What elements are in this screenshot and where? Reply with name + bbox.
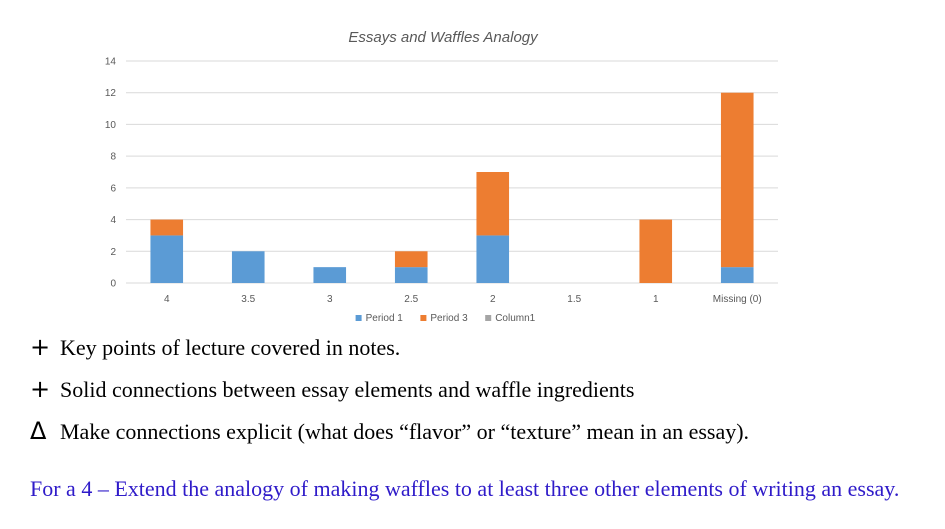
y-tick-label: 8 — [110, 152, 116, 163]
bars — [150, 92, 754, 283]
delta-icon: Δ — [30, 417, 47, 445]
y-tick-label: 12 — [105, 88, 117, 99]
legend-swatch — [485, 315, 492, 321]
chart-title: Essays and Waffles Analogy — [348, 29, 539, 46]
legend-label: Period 1 — [366, 313, 404, 324]
bar-segment-period-1 — [150, 235, 184, 283]
y-axis-ticks: 0 2 4 6 8 10 12 14 — [105, 57, 117, 290]
x-tick-label: 3 — [327, 294, 333, 305]
legend-swatch — [420, 315, 427, 321]
x-tick-label: 1 — [653, 294, 659, 305]
legend-label: Period 3 — [430, 313, 468, 324]
note-text: Make connections explicit (what does “fl… — [60, 419, 750, 444]
y-tick-label: 0 — [110, 279, 116, 290]
bar-segment-period-1 — [313, 267, 347, 283]
legend-label: Column1 — [495, 313, 535, 324]
y-tick-label: 6 — [110, 183, 116, 194]
x-tick-label: Missing (0) — [713, 294, 762, 305]
grade-note: For a 4 – Extend the analogy of making w… — [30, 476, 900, 501]
x-axis-ticks: 4 3.5 3 2.5 2 1.5 1 Missing (0) — [164, 294, 762, 305]
note-text: Solid connections between essay elements… — [60, 377, 635, 402]
bar-segment-period-1 — [231, 251, 265, 283]
y-tick-label: 4 — [110, 215, 116, 226]
plus-icon: + — [30, 375, 51, 403]
x-tick-label: 4 — [164, 294, 170, 305]
x-tick-label: 2.5 — [404, 294, 418, 305]
x-tick-label: 3.5 — [241, 294, 255, 305]
bar-segment-period-3 — [720, 92, 754, 268]
plus-icon: + — [30, 333, 51, 361]
x-tick-label: 1.5 — [567, 294, 581, 305]
gridlines — [126, 60, 778, 284]
note-item: + Key points of lecture covered in notes… — [30, 330, 930, 372]
bar-segment-period-1 — [476, 235, 510, 283]
legend-swatch — [355, 315, 362, 321]
y-tick-label: 10 — [105, 120, 117, 131]
bar-segment-period-1 — [720, 267, 754, 283]
feedback-notes: + Key points of lecture covered in notes… — [30, 330, 930, 456]
y-tick-label: 2 — [110, 247, 116, 258]
bar-segment-period-3 — [150, 219, 184, 236]
bar-segment-period-3 — [476, 172, 510, 236]
note-item: + Solid connections between essay elemen… — [30, 372, 930, 414]
bar-segment-period-3 — [639, 219, 673, 283]
note-text: Key points of lecture covered in notes. — [60, 335, 401, 360]
bar-segment-period-1 — [394, 267, 428, 283]
legend: Period 1 Period 3 Column1 — [355, 313, 536, 324]
y-tick-label: 14 — [105, 57, 117, 68]
bar-segment-period-3 — [394, 251, 428, 268]
x-tick-label: 2 — [490, 294, 496, 305]
note-item: Δ Make connections explicit (what does “… — [30, 414, 930, 456]
